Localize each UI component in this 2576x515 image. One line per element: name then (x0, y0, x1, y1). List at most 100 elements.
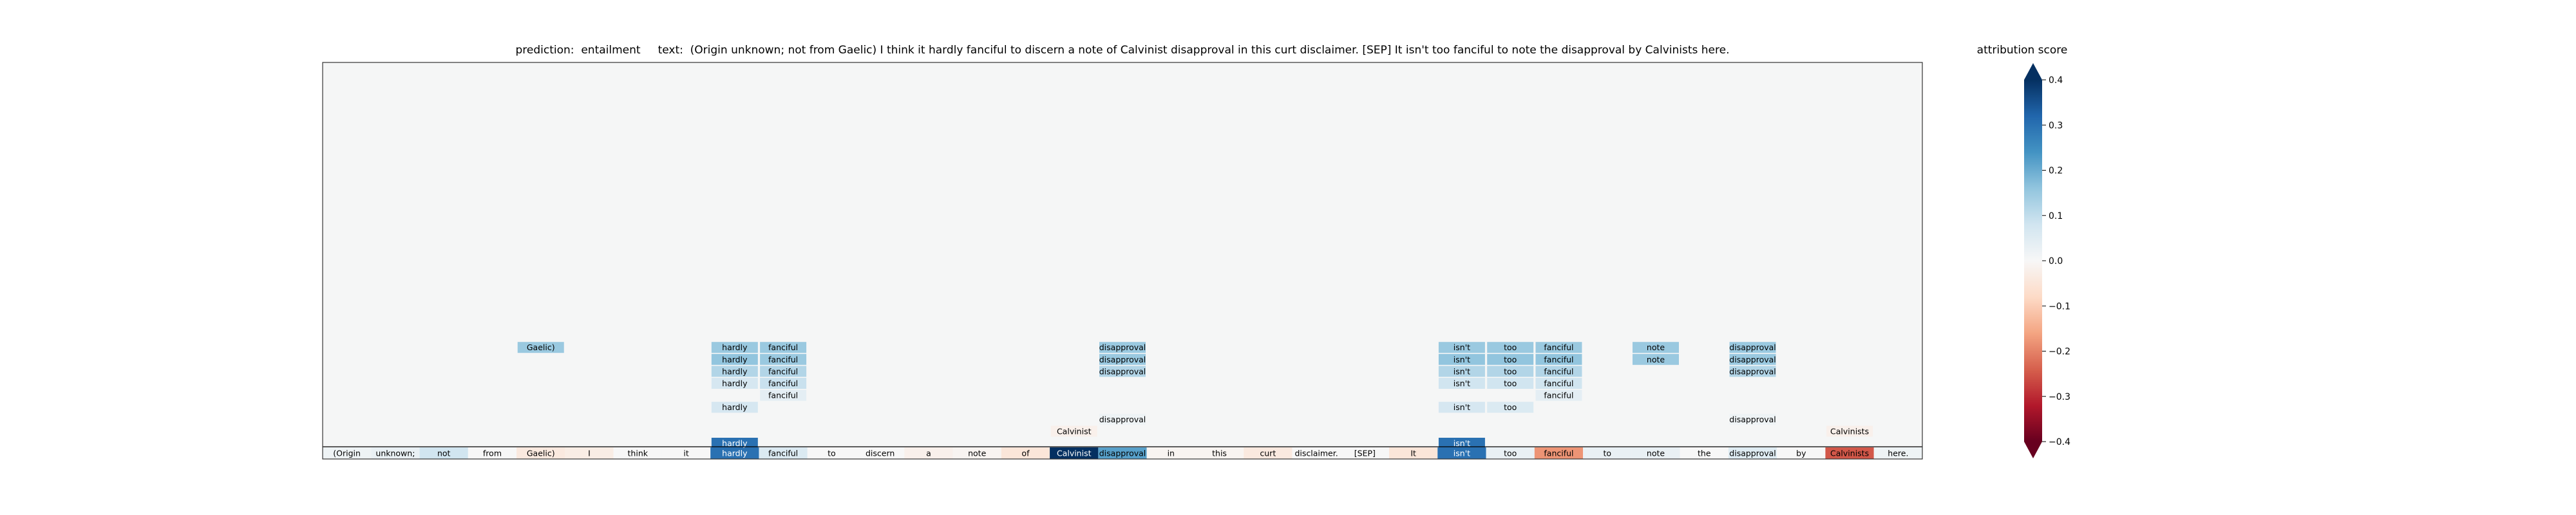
colorbar-extend-min (2024, 442, 2042, 458)
base-token-label: the (1698, 449, 1711, 458)
base-token-cell: to (1583, 447, 1632, 459)
attribution-cell-label: hardly (722, 342, 748, 352)
attribution-cell-fill (711, 378, 758, 389)
base-token-cell: here. (1873, 447, 1922, 459)
attribution-cell-fill (1535, 342, 1582, 353)
base-token-label: It (1410, 449, 1416, 458)
base-token-label: Calvinist (1057, 449, 1092, 458)
attribution-cell-label: disapproval (1099, 415, 1146, 424)
base-token-cell: fanciful (759, 447, 808, 459)
base-token-label: unknown; (375, 449, 415, 458)
base-token-cell: fanciful (1534, 447, 1584, 459)
base-token-cell: it (661, 447, 711, 459)
base-token-cell: this (1195, 447, 1244, 459)
attribution-cell-label: isn't (1454, 355, 1470, 364)
colorbar-label: attribution score (1976, 44, 2068, 57)
plot-background (323, 62, 1922, 459)
attribution-cell-fill (517, 342, 564, 353)
base-token-cell: Calvinist (1050, 447, 1099, 459)
base-token-cell: (Origin (323, 447, 372, 459)
attribution-cell-fill (1633, 342, 1679, 353)
base-token-cell: in (1146, 447, 1195, 459)
base-token-label: by (1796, 449, 1806, 458)
attribution-cell: isn't (1438, 438, 1485, 449)
attribution-cell-fill (711, 438, 758, 449)
base-token-cell: hardly (710, 447, 759, 459)
colorbar-tick-label: −0.4 (2049, 437, 2070, 447)
base-token-label: a (926, 449, 931, 458)
base-token-label: not (437, 449, 451, 458)
base-token-label: Calvinists (1830, 449, 1869, 458)
attribution-cell-label: too (1504, 379, 1517, 388)
attribution-cell-label: fanciful (1544, 342, 1573, 352)
base-token-fill (952, 447, 1001, 459)
attribution-cell: hardly (711, 402, 758, 413)
attribution-cell-label: isn't (1454, 379, 1470, 388)
base-token-fill (904, 447, 953, 459)
attribution-cell: hardly (711, 366, 758, 377)
plot-frame (322, 62, 1923, 460)
base-token-label: fanciful (768, 449, 798, 458)
base-token-fill (1437, 447, 1486, 459)
base-token-cell: discern (856, 447, 905, 459)
attribution-cell-fill (1535, 366, 1582, 377)
attribution-cell: disapproval (1729, 342, 1776, 353)
base-token-fill (807, 447, 856, 459)
base-token-fill (1777, 447, 1826, 459)
attribution-cell-label: disapproval (1099, 342, 1146, 352)
attribution-cell-label: hardly (722, 355, 748, 364)
base-token-cell: isn't (1437, 447, 1486, 459)
base-token-label: discern (866, 449, 895, 458)
attribution-cell-fill (1729, 353, 1776, 365)
attribution-cell-label: fanciful (1544, 379, 1573, 388)
base-token-cell: Calvinists (1825, 447, 1874, 459)
attribution-cell-fill (760, 342, 807, 353)
attribution-cell: disapproval (1099, 366, 1146, 377)
attribution-cell: fanciful (1535, 366, 1582, 377)
base-token-label: (Origin (333, 449, 361, 458)
attribution-cell-fill (760, 353, 807, 365)
base-token-cell: from (468, 447, 517, 459)
attribution-cell-fill (711, 402, 758, 413)
chart-title: prediction: entailment text: (Origin unk… (515, 44, 1730, 57)
attribution-cell-fill (1438, 438, 1485, 449)
colorbar-tick-label: 0.4 (2049, 75, 2063, 86)
attribution-cell-label: hardly (722, 438, 748, 448)
base-token-label: too (1504, 449, 1517, 458)
base-token-cell: a (904, 447, 953, 459)
colorbar-extend-max (2024, 63, 2042, 80)
base-token-label: in (1168, 449, 1175, 458)
attribution-cell-fill (1099, 366, 1146, 377)
attribution-cell-label: note (1647, 342, 1665, 352)
attribution-cell-label: isn't (1454, 402, 1470, 412)
attribution-cell: disapproval (1099, 353, 1146, 365)
base-token-label: [SEP] (1354, 449, 1376, 458)
attribution-cell: isn't (1438, 353, 1485, 365)
attribution-cell: isn't (1438, 402, 1485, 413)
attribution-cell: hardly (711, 378, 758, 389)
base-token-fill (371, 447, 420, 459)
base-token-fill (1873, 447, 1922, 459)
attribution-cell: isn't (1438, 342, 1485, 353)
base-token-cell: the (1680, 447, 1728, 459)
attribution-cell-fill (1099, 342, 1146, 353)
base-token-cell: of (1001, 447, 1050, 459)
attribution-cell-label: too (1504, 342, 1517, 352)
base-token-cell: note (952, 447, 1001, 459)
base-token-label: think (628, 449, 649, 458)
base-token-fill (1195, 447, 1244, 459)
attribution-cell-fill (760, 366, 807, 377)
base-token-label: here. (1888, 449, 1908, 458)
attribution-cell: fanciful (760, 378, 807, 389)
colorbar-tick-label: 0.2 (2049, 166, 2063, 176)
attribution-cell-fill (1535, 353, 1582, 365)
base-token-fill (1631, 447, 1680, 459)
attribution-cell-label: isn't (1454, 342, 1470, 352)
attribution-cell-label: fanciful (1544, 391, 1573, 400)
attribution-cell: hardly (711, 353, 758, 365)
attribution-cell-fill (1099, 413, 1146, 425)
base-token-fill (1534, 447, 1584, 459)
attribution-cell-label: note (1647, 355, 1665, 364)
attribution-cell: too (1487, 402, 1534, 413)
